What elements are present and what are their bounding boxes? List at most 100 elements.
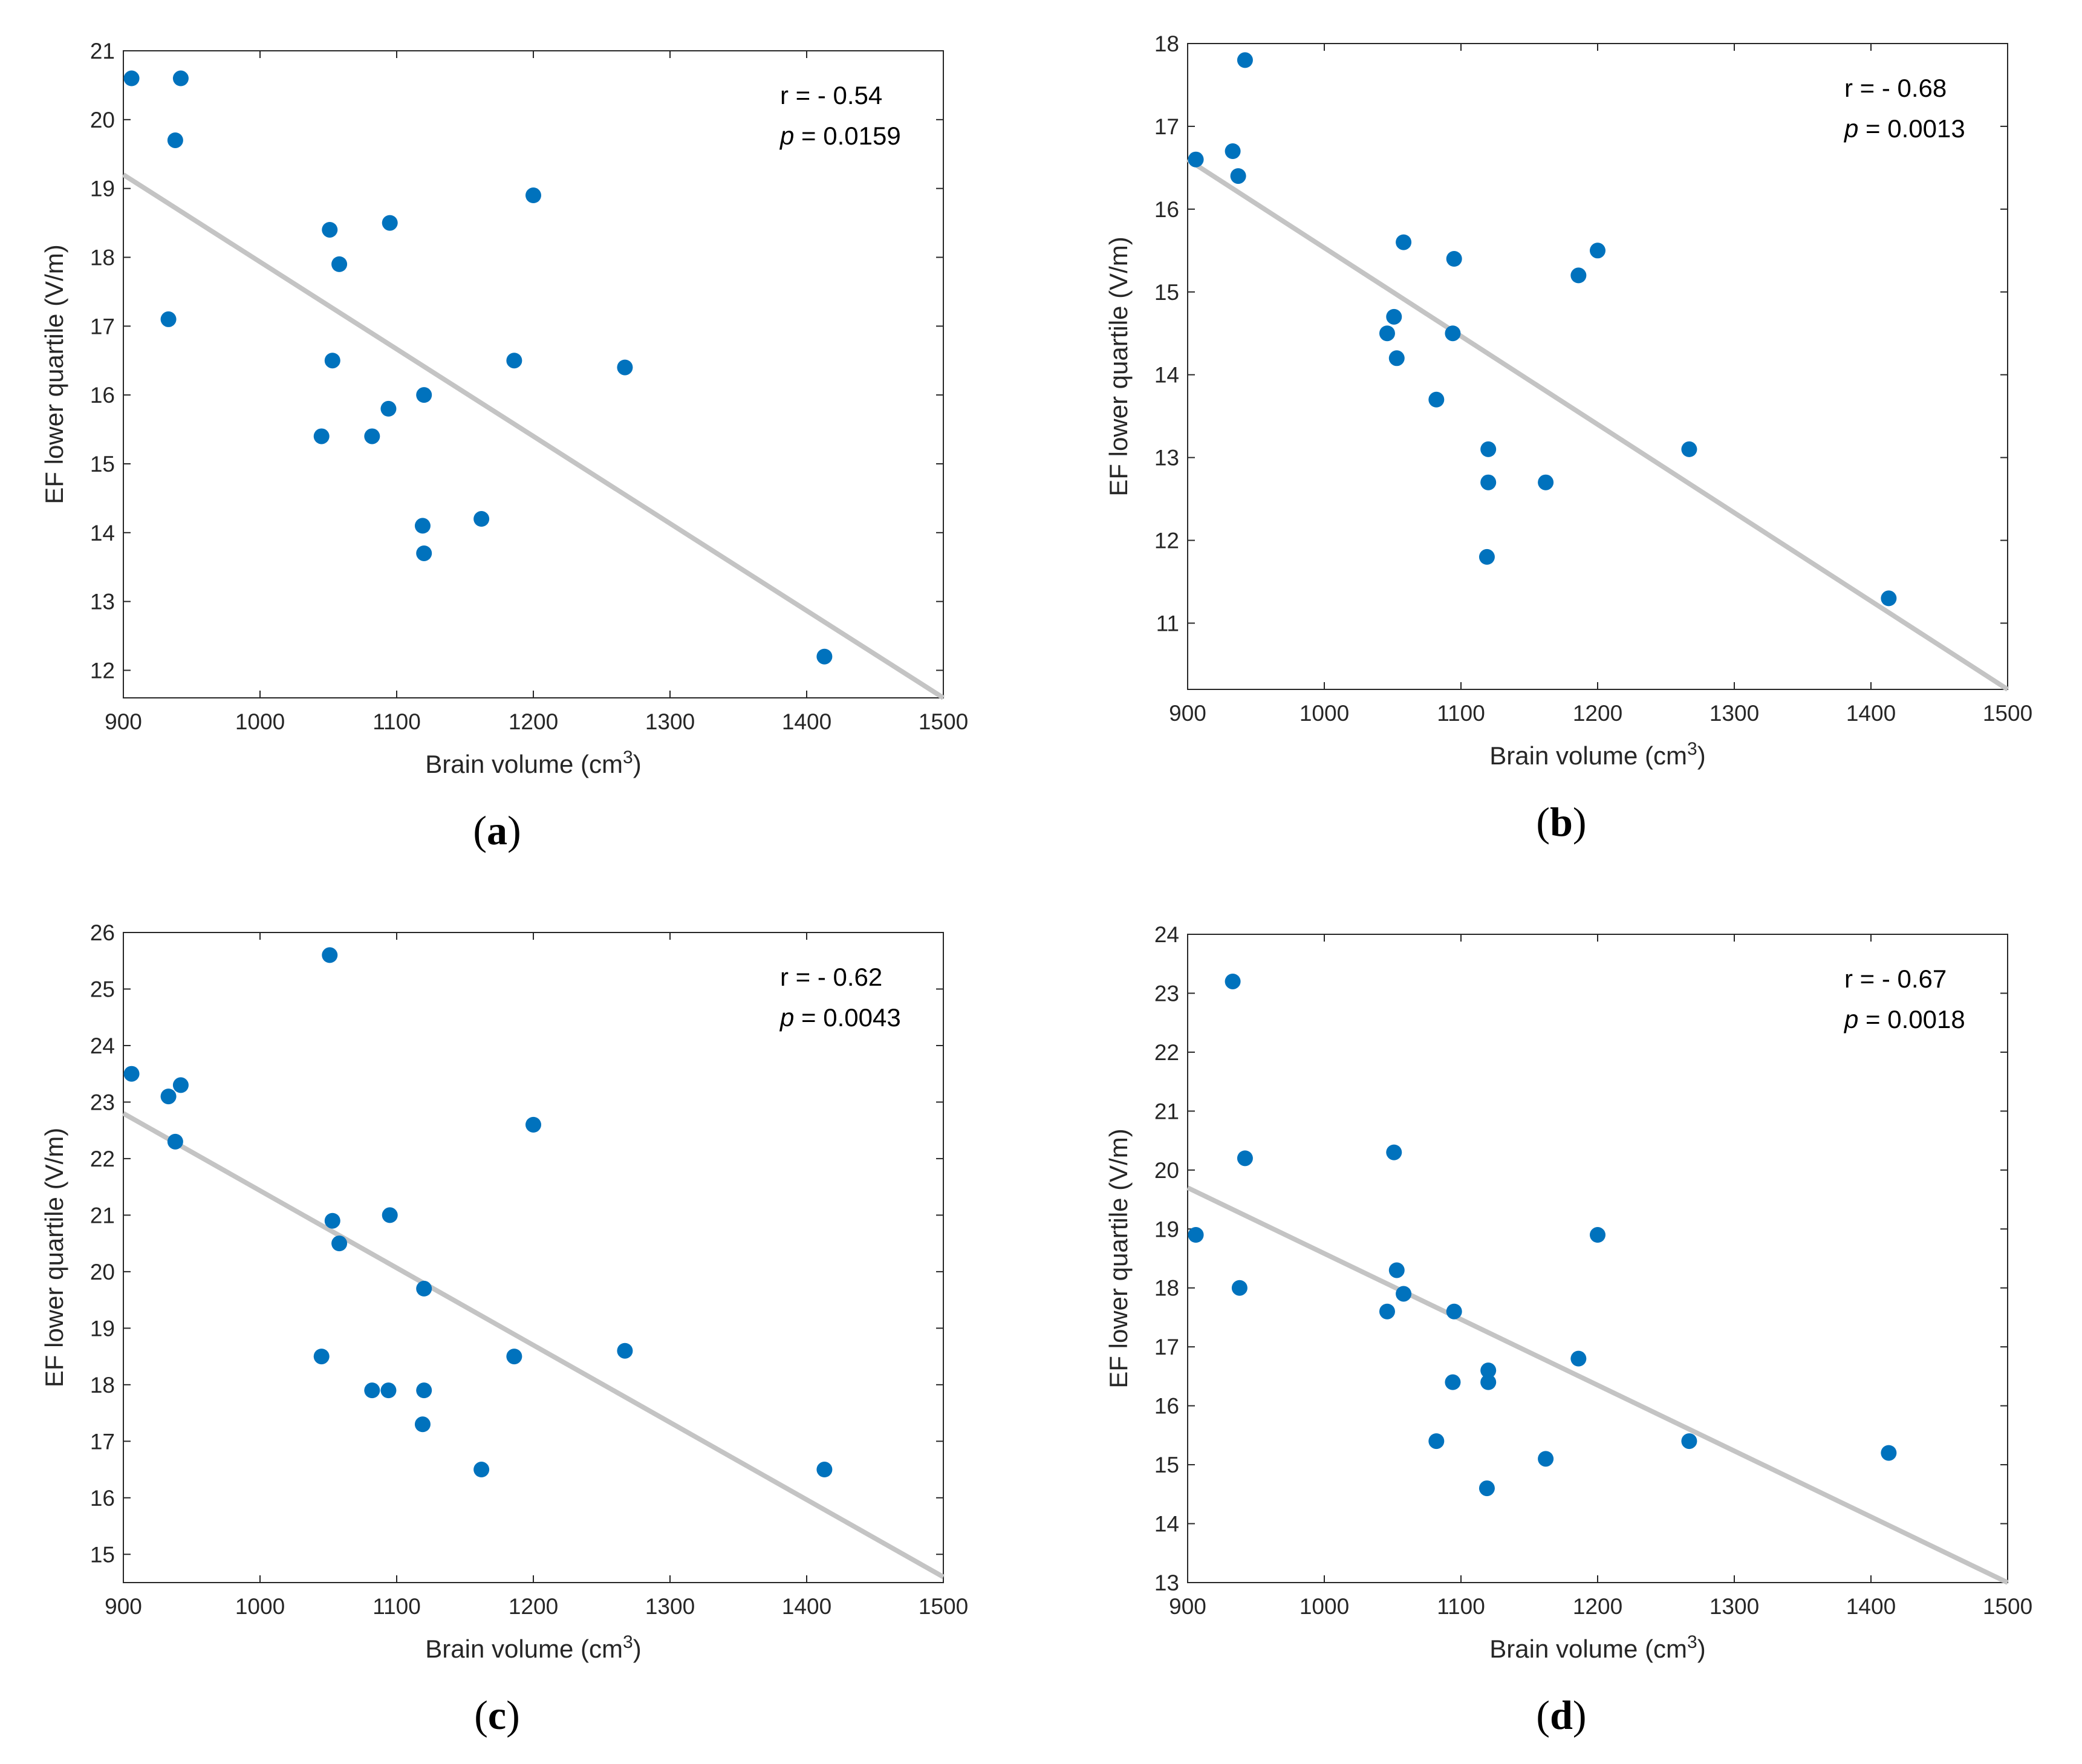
data-point bbox=[364, 1382, 380, 1399]
p-symbol: p bbox=[1843, 114, 1858, 143]
y-tick-label: 21 bbox=[90, 1203, 115, 1228]
x-tick-label: 1000 bbox=[1300, 701, 1349, 726]
regression-line bbox=[1186, 157, 2009, 692]
x-tick-label: 900 bbox=[1169, 701, 1206, 726]
y-axis-label: EF lower quartile (V/m) bbox=[1104, 1128, 1133, 1388]
panel-label-letter: a bbox=[487, 807, 507, 853]
data-point bbox=[1538, 1451, 1554, 1467]
data-point bbox=[324, 353, 340, 369]
y-tick-label: 17 bbox=[1154, 114, 1179, 139]
charts: 900 1000 1100 1200 1300 1400 1500 12 13 14 15 16 17 1… bbox=[40, 31, 2032, 1738]
data-point bbox=[1388, 350, 1405, 366]
y-tick-label: 18 bbox=[90, 245, 115, 270]
data-point bbox=[1386, 308, 1402, 325]
data-point bbox=[1225, 973, 1241, 989]
y-tick-label: 21 bbox=[90, 39, 115, 63]
x-tick-label: 1100 bbox=[372, 709, 421, 734]
data-point bbox=[1388, 1262, 1405, 1278]
x-axis-label-text: Brain volume (cm bbox=[425, 1635, 623, 1663]
panel-label-letter: c bbox=[488, 1692, 506, 1738]
correlation-r: r = - 0.54 bbox=[780, 81, 882, 109]
regression-line bbox=[122, 1111, 945, 1580]
p-value: p = 0.0013 bbox=[1843, 114, 1965, 143]
y-tick-label: 21 bbox=[1154, 1099, 1179, 1124]
p-symbol: p bbox=[779, 122, 794, 150]
correlation-r: r = - 0.67 bbox=[1844, 965, 1947, 993]
data-point bbox=[1480, 1362, 1497, 1379]
data-point bbox=[1188, 1227, 1204, 1243]
x-tick-label: 1400 bbox=[1846, 701, 1896, 726]
y-tick-label: 18 bbox=[1154, 31, 1179, 56]
data-point bbox=[1379, 325, 1395, 342]
data-point bbox=[1379, 1303, 1395, 1320]
x-tick-label: 1400 bbox=[782, 709, 831, 734]
data-point bbox=[1428, 391, 1445, 408]
y-axis-label: EF lower quartile (V/m) bbox=[1104, 236, 1133, 496]
y-tick-label: 16 bbox=[1154, 1394, 1179, 1419]
data-point bbox=[525, 187, 541, 204]
x-tick-label: 1400 bbox=[1846, 1594, 1896, 1619]
y-tick-label: 20 bbox=[90, 108, 115, 132]
y-tick-label: 18 bbox=[1154, 1276, 1179, 1301]
panel-label: (c) bbox=[474, 1692, 520, 1738]
panel-label: (a) bbox=[473, 807, 521, 853]
x-tick-label: 1200 bbox=[1573, 701, 1622, 726]
data-point bbox=[167, 1133, 183, 1150]
panel-label-close: ) bbox=[1573, 799, 1587, 845]
data-point bbox=[1480, 441, 1497, 457]
y-axis-label: EF lower quartile (V/m) bbox=[40, 244, 68, 504]
y-tick-label: 15 bbox=[90, 1542, 115, 1567]
x-tick-label: 1000 bbox=[235, 709, 285, 734]
y-tick-label: 14 bbox=[1154, 1512, 1179, 1537]
p-value: p = 0.0159 bbox=[779, 122, 901, 150]
x-axis-label: Brain volume (cm3) bbox=[425, 747, 641, 778]
data-point bbox=[414, 518, 431, 534]
data-point bbox=[172, 70, 189, 86]
data-point bbox=[1446, 1303, 1462, 1320]
y-tick-label: 12 bbox=[1154, 529, 1179, 553]
data-point bbox=[1681, 1433, 1697, 1450]
data-point bbox=[172, 1077, 189, 1093]
y-tick-label: 11 bbox=[1156, 611, 1179, 636]
y-tick-label: 22 bbox=[1154, 1040, 1179, 1065]
y-tick-label: 17 bbox=[1154, 1335, 1179, 1359]
y-axis-label: EF lower quartile (V/m) bbox=[40, 1128, 68, 1387]
x-tick-label: 1300 bbox=[645, 1594, 695, 1619]
x-tick-label: 1200 bbox=[1573, 1594, 1622, 1619]
y-tick-label: 18 bbox=[90, 1373, 115, 1398]
y-tick-label: 23 bbox=[90, 1090, 115, 1115]
y-tick-label: 19 bbox=[1154, 1217, 1179, 1242]
x-tick-label: 900 bbox=[105, 1594, 142, 1619]
chart-panel-c: 900 1000 1100 1200 1300 1400 1500 15 16 17 18 19 20 2… bbox=[40, 920, 968, 1738]
x-axis-label-text: Brain volume (cm bbox=[1489, 741, 1687, 770]
p-symbol: p bbox=[1843, 1005, 1858, 1033]
data-point bbox=[123, 70, 140, 86]
data-point bbox=[364, 428, 380, 444]
chart-panel-b: 900 1000 1100 1200 1300 1400 1500 11 12 13 14 15 16 1… bbox=[1104, 31, 2032, 845]
chart-panel-d: 900 1000 1100 1200 1300 1400 1500 13 14 15 16 17 18 1… bbox=[1104, 922, 2032, 1738]
x-tick-label: 900 bbox=[105, 709, 142, 734]
data-point bbox=[1231, 1280, 1248, 1296]
panel-label-close: ) bbox=[1573, 1692, 1587, 1738]
data-point bbox=[1570, 267, 1587, 284]
data-point bbox=[1479, 548, 1495, 565]
x-axis-label-suffix: ) bbox=[1697, 1635, 1706, 1663]
data-point bbox=[416, 387, 432, 403]
data-point bbox=[506, 353, 522, 369]
data-point bbox=[473, 1462, 490, 1478]
data-point bbox=[331, 1235, 348, 1252]
data-point bbox=[324, 1212, 340, 1229]
y-tick-label: 12 bbox=[90, 658, 115, 683]
x-tick-label: 1500 bbox=[919, 709, 968, 734]
x-axis-label-suffix: ) bbox=[633, 1635, 642, 1663]
y-tick-label: 16 bbox=[1154, 197, 1179, 222]
x-axis-label-text: Brain volume (cm bbox=[425, 750, 623, 778]
y-tick-label: 24 bbox=[90, 1033, 115, 1058]
y-tick-label: 13 bbox=[90, 590, 115, 614]
data-point bbox=[617, 359, 633, 376]
p-value-text: = 0.0018 bbox=[1858, 1005, 1965, 1033]
p-value-text: = 0.0043 bbox=[794, 1003, 900, 1032]
x-axis-label-superscript: 3 bbox=[1687, 739, 1697, 759]
y-tick-label: 14 bbox=[1154, 363, 1179, 388]
